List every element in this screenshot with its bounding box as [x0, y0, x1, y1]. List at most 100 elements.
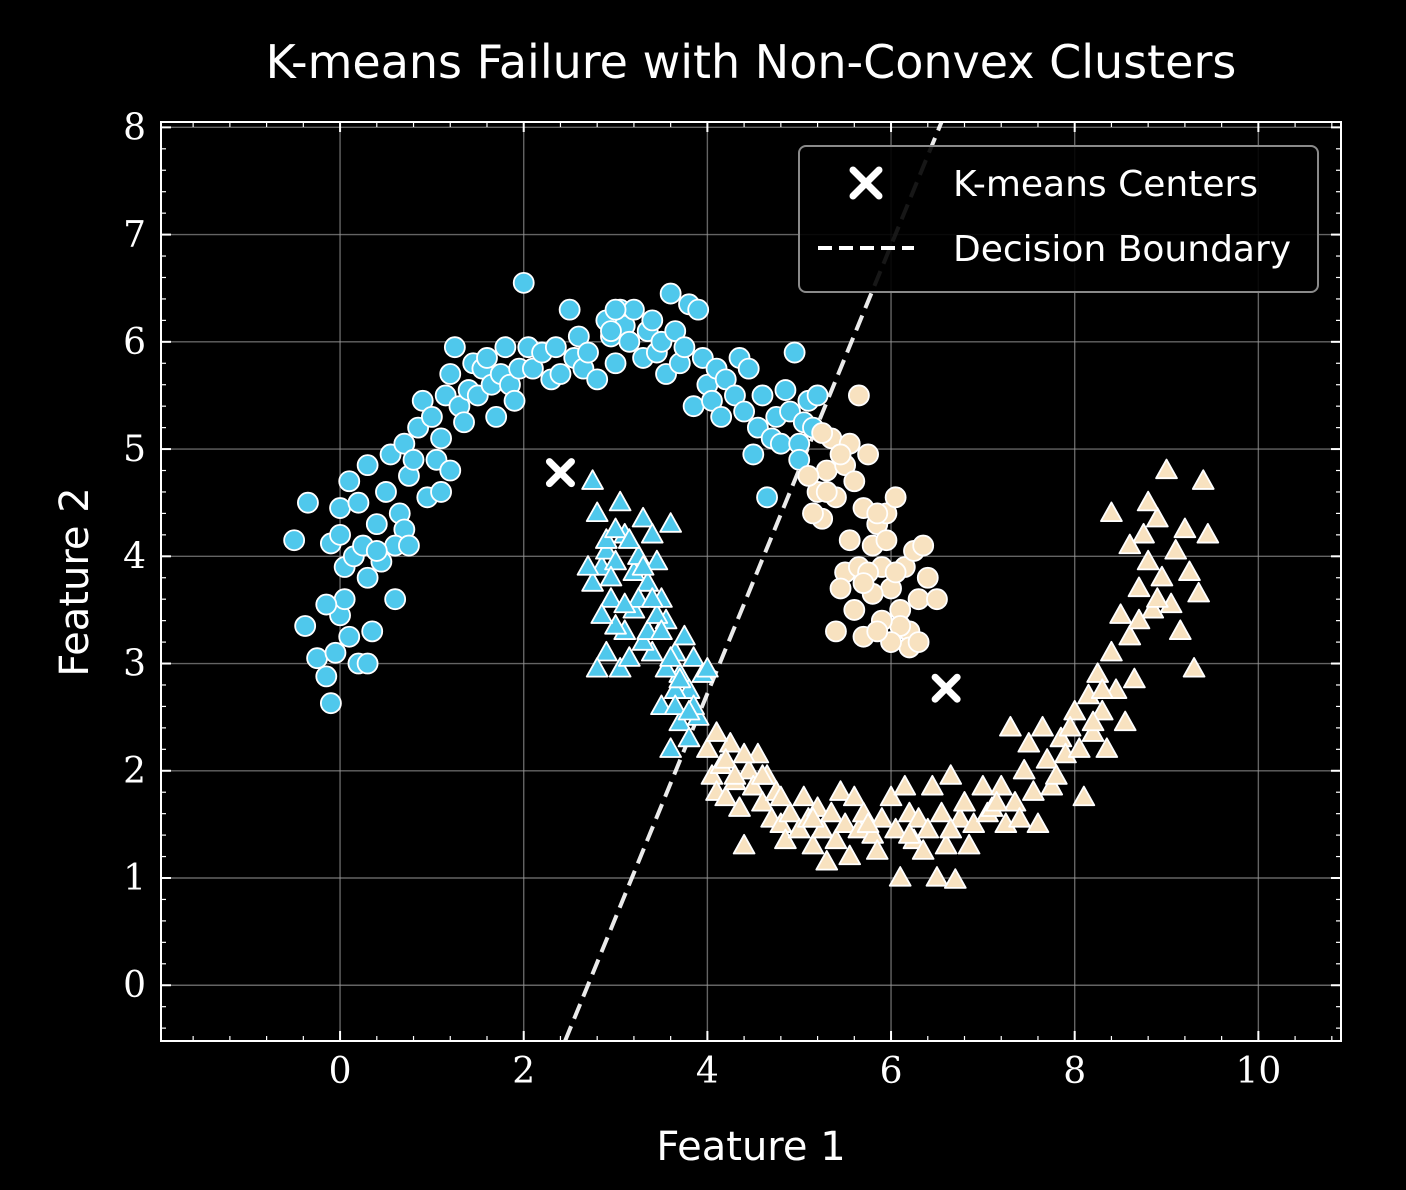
- circle-point: [852, 572, 875, 595]
- circle-point: [815, 481, 838, 503]
- triangle-point: [723, 764, 747, 785]
- kmeans-center-x-icon: [931, 673, 961, 703]
- x-tick-label: 4: [696, 1051, 719, 1092]
- triangle-point: [1191, 469, 1215, 490]
- triangle-point: [930, 801, 953, 823]
- circle-point: [916, 566, 939, 589]
- y-tick-label: 5: [123, 429, 146, 470]
- triangle-point: [787, 817, 811, 839]
- circle-point: [319, 692, 342, 715]
- circle-point: [494, 336, 517, 359]
- triangle-point: [1067, 737, 1091, 758]
- circle-point: [485, 405, 508, 428]
- triangle-point: [595, 539, 618, 560]
- circle-point: [420, 405, 443, 428]
- circle-point: [315, 593, 338, 616]
- triangle-point: [1003, 791, 1027, 812]
- triangle-point: [1150, 565, 1174, 587]
- triangle-point: [934, 833, 958, 855]
- triangle-point: [585, 501, 609, 523]
- y-axis-label: Feature 2: [52, 487, 98, 676]
- triangle-point: [714, 748, 738, 769]
- triangle-point: [640, 522, 664, 544]
- legend-x-marker-icon: [849, 166, 883, 200]
- circle-point: [329, 497, 351, 519]
- triangle-point: [1196, 522, 1220, 544]
- circle-point: [907, 631, 930, 653]
- circle-point: [375, 481, 397, 503]
- circle-point: [402, 448, 425, 471]
- circle-point: [710, 405, 733, 428]
- triangle-point: [576, 555, 600, 576]
- y-tick-label: 6: [123, 322, 146, 363]
- triangle-point: [985, 791, 1008, 812]
- y-tick-label: 1: [123, 858, 146, 899]
- triangle-point: [718, 732, 742, 753]
- triangle-point: [1113, 710, 1137, 732]
- circle-point: [682, 395, 705, 418]
- circle-point: [664, 320, 687, 343]
- circle-point: [769, 432, 792, 455]
- triangle-point: [824, 828, 848, 850]
- triangle-point: [700, 764, 724, 785]
- triangle-point: [1173, 517, 1197, 539]
- circle-point: [443, 336, 466, 359]
- triangle-point: [659, 512, 682, 533]
- triangle-point: [1035, 748, 1059, 769]
- circle-point: [430, 481, 452, 503]
- triangle-point: [1058, 715, 1082, 737]
- triangle-point: [953, 791, 976, 812]
- circle-point: [884, 486, 907, 509]
- circle-point: [361, 620, 384, 643]
- circle-point: [439, 459, 462, 482]
- triangle-point: [865, 839, 889, 860]
- circle-point: [411, 389, 434, 412]
- circle-point: [724, 384, 746, 407]
- circle-point: [847, 384, 870, 407]
- circle-point: [742, 443, 765, 466]
- triangle-point: [820, 801, 843, 823]
- triangle-point: [1090, 678, 1114, 699]
- triangle-point: [774, 828, 797, 850]
- triangle-point: [631, 555, 655, 576]
- triangle-point: [939, 817, 963, 839]
- series-group: [283, 271, 829, 715]
- triangle-point: [608, 490, 632, 512]
- triangle-point: [1136, 549, 1160, 571]
- circle-point: [365, 513, 388, 536]
- triangle-point: [888, 866, 912, 887]
- triangle-point: [595, 528, 618, 549]
- series-group: [797, 384, 948, 659]
- triangle-point: [581, 571, 604, 592]
- circle-point: [714, 368, 737, 391]
- circle-point: [453, 411, 475, 434]
- circle-point: [788, 448, 811, 471]
- triangle-point: [737, 758, 761, 780]
- triangle-point: [801, 833, 825, 855]
- circle-point: [294, 615, 317, 637]
- y-tick-label: 7: [123, 215, 146, 256]
- triangle-point: [1063, 699, 1087, 721]
- circle-point: [503, 389, 526, 412]
- circle-point: [393, 432, 416, 455]
- triangle-point: [682, 646, 705, 667]
- triangle-point: [769, 812, 793, 833]
- chart-title: K-means Failure with Non-Convex Clusters: [266, 35, 1237, 89]
- triangle-point: [1090, 699, 1114, 721]
- circle-point: [577, 341, 599, 364]
- triangle-point: [604, 614, 627, 635]
- series-group: [576, 469, 719, 758]
- circle-point: [843, 470, 866, 493]
- triangle-point: [801, 807, 825, 828]
- triangle-point: [962, 812, 986, 833]
- circle-point: [875, 529, 898, 552]
- triangle-point: [1081, 721, 1105, 742]
- triangle-point: [659, 646, 682, 667]
- x-tick-label: 6: [880, 1051, 903, 1092]
- y-tick-label: 0: [123, 965, 146, 1006]
- circle-point: [522, 357, 544, 380]
- triangle-point: [1187, 581, 1211, 603]
- circle-point: [384, 588, 407, 611]
- triangle-point: [728, 796, 751, 817]
